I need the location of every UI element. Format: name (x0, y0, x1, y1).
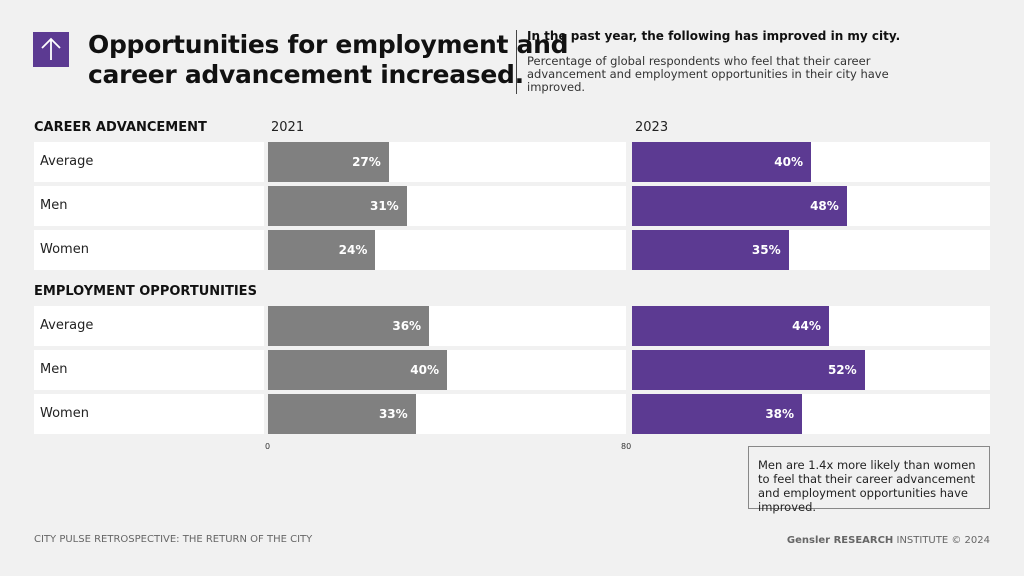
question: In the past year, the following has impr… (527, 29, 901, 43)
section-title: EMPLOYMENT OPPORTUNITIES (34, 284, 257, 299)
bar-cell: 40% (632, 142, 990, 182)
brand-bold: Gensler RESEARCH (786, 535, 894, 546)
row-label: Average (34, 306, 264, 346)
bar-cell: 33% (268, 394, 626, 434)
bar-cell: 27% (268, 142, 626, 182)
tick-label: 80 (621, 442, 632, 451)
bar-2023: 38% (632, 394, 803, 434)
brand-rest: INSTITUTE © 2024 (893, 535, 990, 546)
year-label: 2023 (635, 120, 669, 135)
bar-2023: 48% (632, 186, 847, 226)
title-line: Opportunities for employment and (88, 30, 569, 59)
bar-2021: 27% (268, 142, 389, 182)
bar-2023: 40% (632, 142, 811, 182)
row-label: Women (34, 230, 264, 270)
row-label: Average (34, 142, 264, 182)
brand: Gensler RESEARCH INSTITUTE © 2024 (787, 535, 990, 546)
row-label: Men (34, 186, 264, 226)
row-label: Men (34, 350, 264, 390)
bar-cell: 40% (268, 350, 626, 390)
row-label: Women (34, 394, 264, 434)
footer-title: CITY PULSE RETROSPECTIVE: THE RETURN OF … (34, 534, 313, 545)
tick-label: 0 (265, 442, 271, 451)
section-title: CAREER ADVANCEMENT (34, 120, 207, 135)
bar-2021: 24% (268, 230, 376, 270)
bar-2023: 52% (632, 350, 865, 390)
bar-2021: 31% (268, 186, 407, 226)
bar-cell: 36% (268, 306, 626, 346)
bar-cell: 35% (632, 230, 990, 270)
page-title: Opportunities for employment and career a… (88, 30, 568, 90)
bar-2021: 36% (268, 306, 430, 346)
subtitle: In the past year, the following has impr… (516, 30, 917, 94)
bar-cell: 48% (632, 186, 990, 226)
callout-note: Men are 1.4x more likely than women to f… (748, 446, 990, 514)
bar-2021: 33% (268, 394, 416, 434)
bar-cell: 52% (632, 350, 990, 390)
bar-cell: 44% (632, 306, 990, 346)
bar-2023: 44% (632, 306, 829, 346)
bar-cell: 31% (268, 186, 626, 226)
year-label: 2021 (271, 120, 305, 135)
bar-cell: 24% (268, 230, 626, 270)
bar-cell: 38% (632, 394, 990, 434)
description: Percentage of global respondents who fee… (527, 54, 889, 94)
arrow-up-icon (33, 32, 69, 67)
bar-2023: 35% (632, 230, 789, 270)
title-line: career advancement increased. (88, 60, 524, 89)
bar-2021: 40% (268, 350, 447, 390)
